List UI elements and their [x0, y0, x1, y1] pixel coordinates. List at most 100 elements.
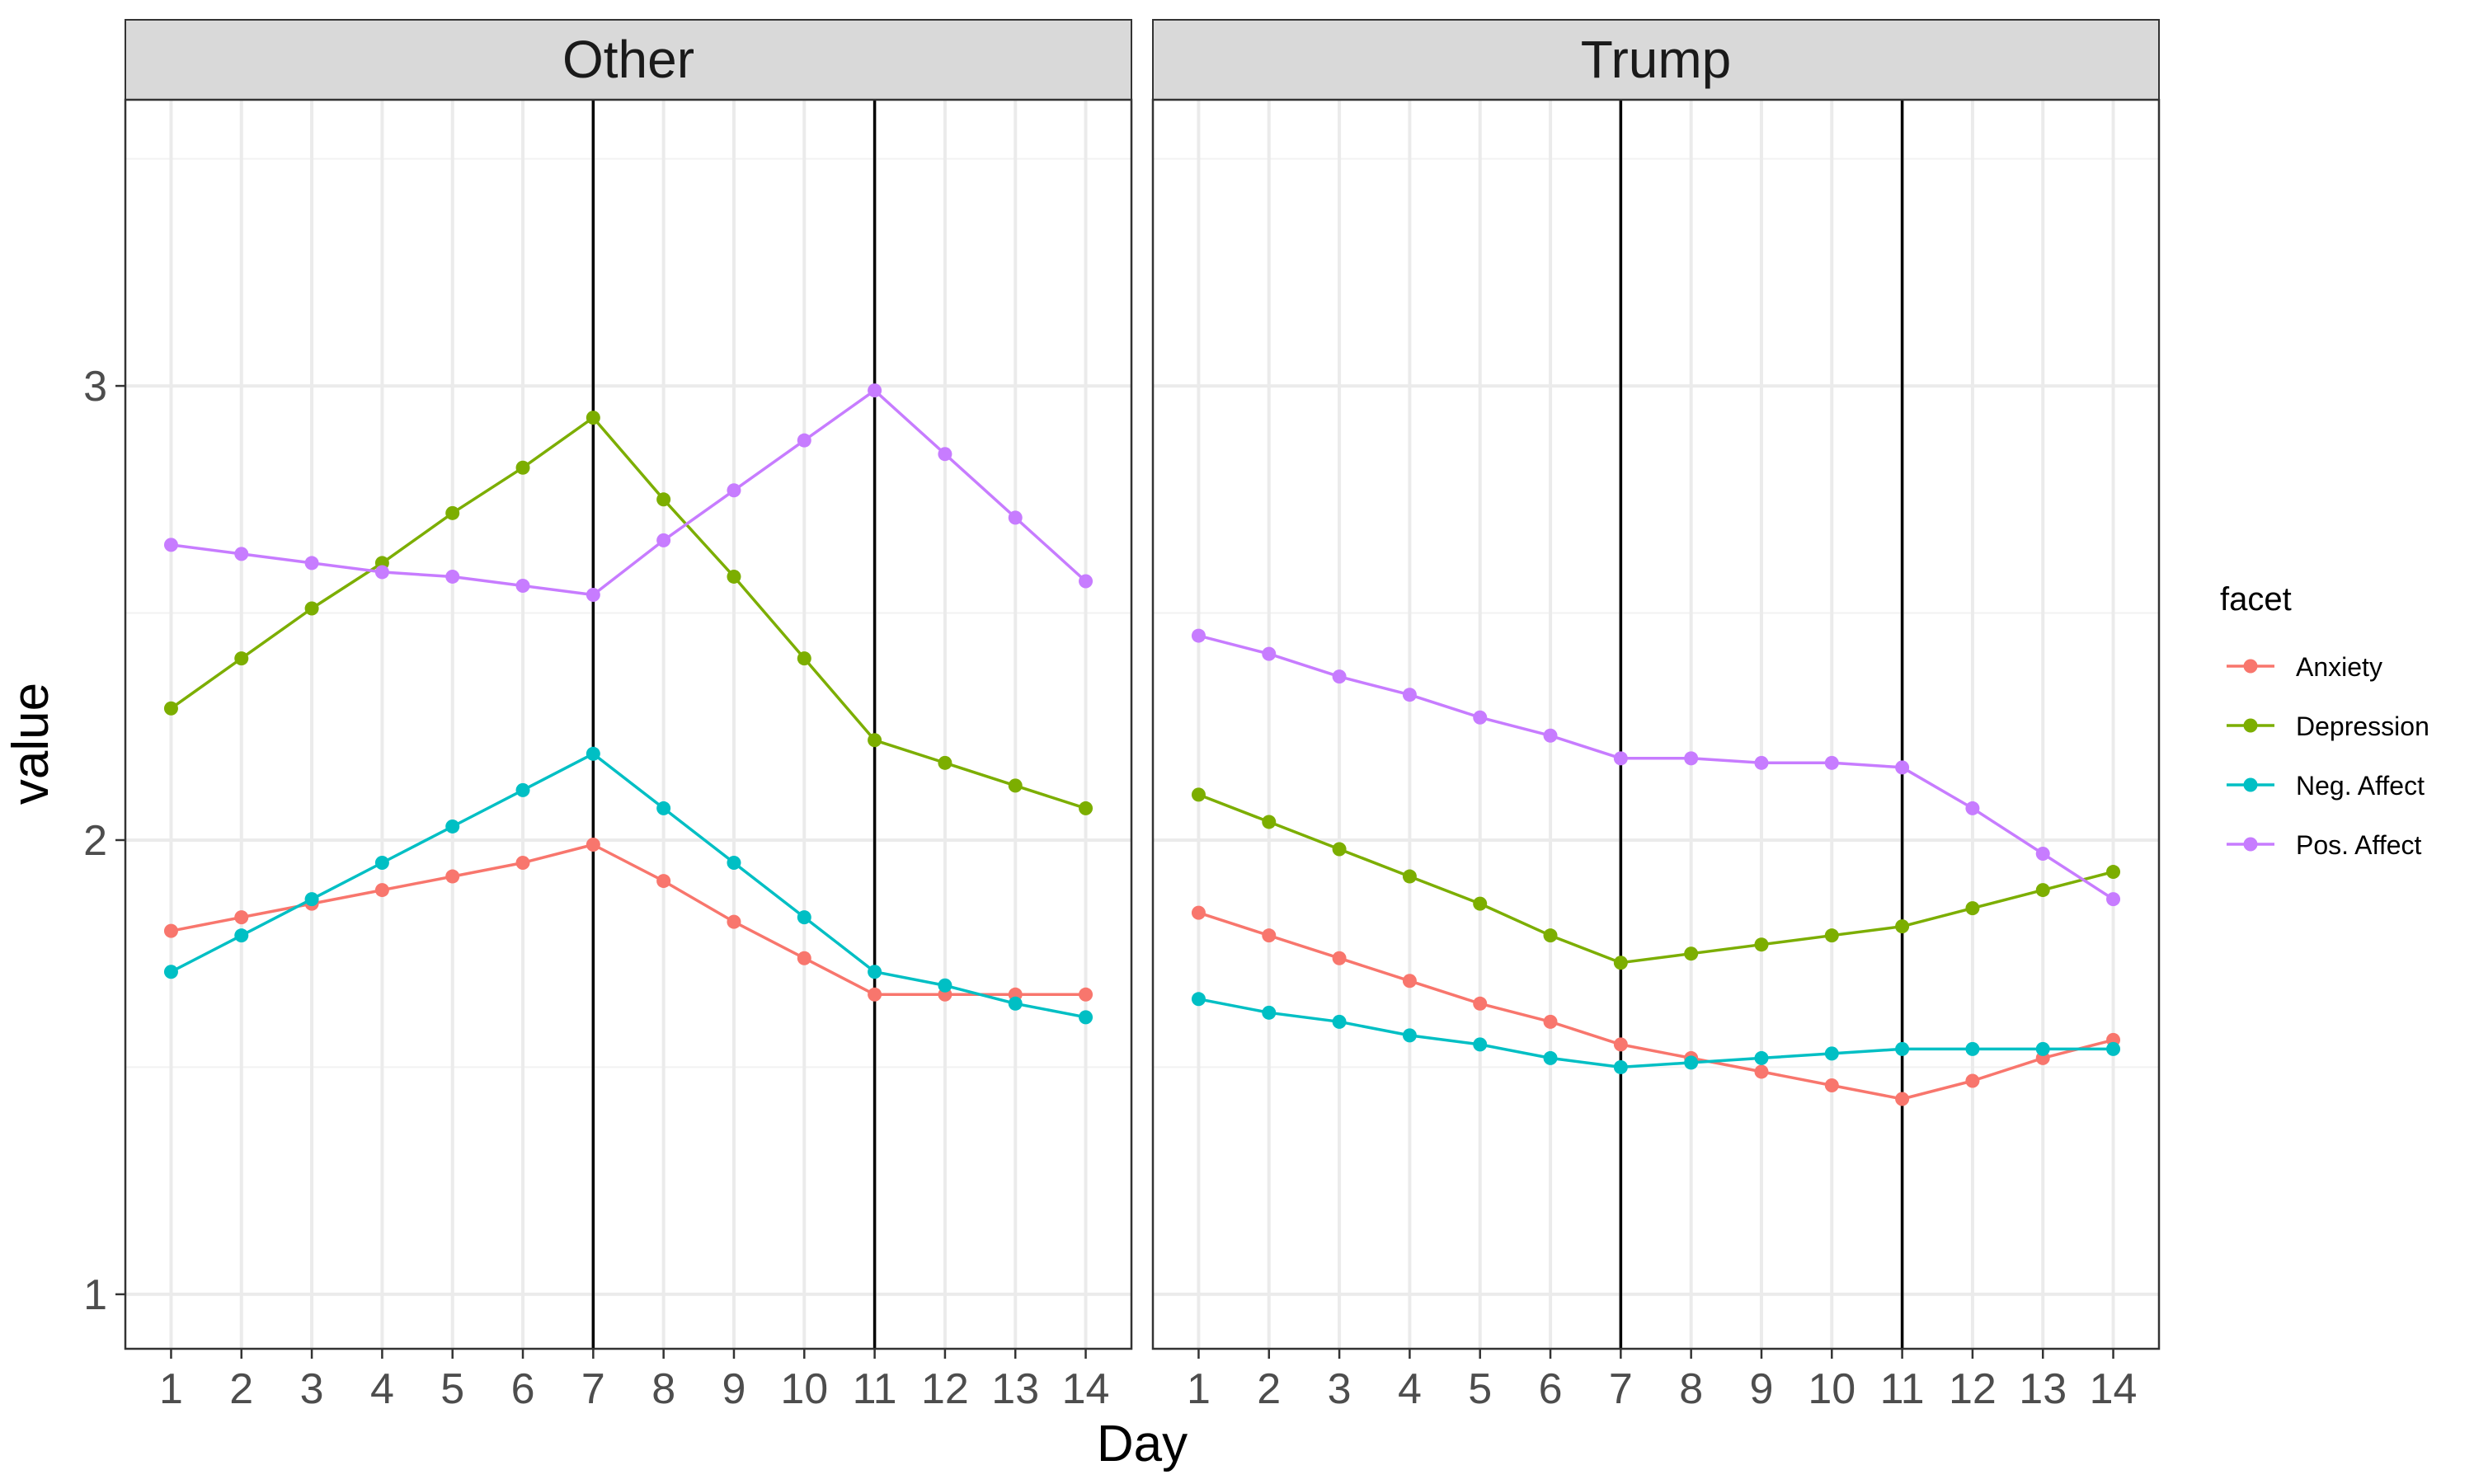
data-point: [445, 569, 460, 584]
data-point: [1895, 1092, 1910, 1106]
x-tick-label: 7: [581, 1365, 605, 1413]
data-point: [938, 447, 952, 462]
x-tick-label: 2: [229, 1365, 253, 1413]
data-point: [1965, 1041, 1980, 1056]
data-point: [1684, 751, 1699, 766]
data-point: [1079, 1010, 1094, 1025]
data-point: [304, 601, 319, 616]
data-point: [1895, 919, 1910, 934]
series-line-anxiety: [1197, 911, 2114, 1101]
x-tick-label: 3: [300, 1365, 324, 1413]
data-point: [1008, 778, 1023, 793]
panel-border: [1151, 98, 2161, 1350]
x-tick-label: 12: [1949, 1365, 1997, 1413]
y-tick-label: 1: [83, 1271, 107, 1319]
data-point: [2106, 892, 2121, 907]
x-tick-label: 9: [1750, 1365, 1774, 1413]
data-point: [1079, 987, 1094, 1002]
facet-strip-label: Trump: [1581, 30, 1732, 89]
data-point: [2035, 883, 2050, 898]
data-point: [1473, 1037, 1488, 1052]
data-point: [1008, 510, 1023, 525]
x-tick-label: 10: [780, 1365, 828, 1413]
data-point: [1543, 928, 1558, 943]
legend-title: facet: [2220, 581, 2292, 618]
data-point: [1332, 1014, 1347, 1029]
data-point: [515, 578, 530, 593]
data-point: [1895, 1041, 1910, 1056]
data-point: [1402, 974, 1417, 989]
data-point: [1079, 801, 1094, 815]
data-point: [234, 651, 249, 666]
data-point: [445, 869, 460, 884]
data-point: [515, 856, 530, 871]
data-point: [938, 755, 952, 770]
x-tick-label: 11: [1880, 1365, 1925, 1413]
data-point: [1402, 688, 1417, 702]
series-line-depression: [1197, 793, 2114, 965]
data-point: [1008, 996, 1023, 1011]
data-point: [163, 538, 178, 552]
x-tick-label: 6: [1539, 1365, 1563, 1413]
data-point: [1402, 1028, 1417, 1043]
data-point: [1824, 1046, 1839, 1061]
legend-key: Depression: [2227, 711, 2429, 741]
x-axis-title: Day: [1097, 1416, 1188, 1472]
x-tick-label: 8: [651, 1365, 675, 1413]
x-tick-label: 13: [2019, 1365, 2067, 1413]
data-point: [1262, 646, 1277, 661]
data-point: [1895, 760, 1910, 775]
data-point: [1613, 751, 1628, 766]
legend-keys: Anxiety Depression Neg. Affect Pos. Affect: [2227, 652, 2429, 860]
data-point: [656, 801, 671, 815]
legend-label: Pos. Affect: [2296, 830, 2422, 860]
x-tick-label: 5: [440, 1365, 464, 1413]
data-point: [1965, 901, 1980, 916]
data-point: [2106, 865, 2121, 880]
data-point: [1262, 1005, 1277, 1020]
data-point: [1191, 628, 1206, 643]
data-point: [1079, 574, 1094, 589]
data-point: [1684, 1055, 1699, 1070]
data-point: [1684, 946, 1699, 961]
series-line-neg-affect: [1198, 998, 2114, 1069]
legend-label: Depression: [2296, 711, 2429, 741]
data-point: [1824, 1078, 1839, 1092]
legend-label: Anxiety: [2296, 652, 2382, 682]
data-point: [1543, 728, 1558, 743]
legend-key-point: [2243, 837, 2258, 852]
y-tick-label: 3: [83, 363, 107, 411]
x-tick-label: 3: [1328, 1365, 1352, 1413]
data-point: [1402, 869, 1417, 884]
data-point: [797, 951, 811, 965]
data-point: [2106, 1041, 2121, 1056]
data-point: [586, 587, 600, 602]
data-point: [1965, 801, 1980, 815]
panel-background: [125, 100, 1131, 1349]
legend-key: Anxiety: [2227, 652, 2382, 682]
data-point: [1262, 928, 1277, 943]
data-point: [163, 965, 178, 979]
data-point: [1754, 755, 1769, 770]
data-point: [1473, 996, 1488, 1011]
y-axis-title: value: [2, 683, 59, 805]
x-tick-label: 13: [991, 1365, 1039, 1413]
x-tick-label: 4: [370, 1365, 394, 1413]
data-point: [163, 923, 178, 938]
data-point: [656, 533, 671, 547]
data-point: [1191, 992, 1206, 1007]
data-point: [727, 483, 741, 498]
legend-label: Neg. Affect: [2296, 771, 2425, 801]
data-point: [1543, 1014, 1558, 1029]
data-point: [304, 892, 319, 907]
facet-strip-label: Other: [562, 30, 694, 89]
x-tick-label: 14: [1062, 1365, 1110, 1413]
x-tick-label: 7: [1609, 1365, 1633, 1413]
x-tick-label: 10: [1808, 1365, 1856, 1413]
data-point: [304, 556, 319, 571]
legend-key: Neg. Affect: [2227, 771, 2425, 801]
data-point: [1262, 815, 1277, 829]
data-point: [656, 874, 671, 889]
data-point: [515, 782, 530, 797]
